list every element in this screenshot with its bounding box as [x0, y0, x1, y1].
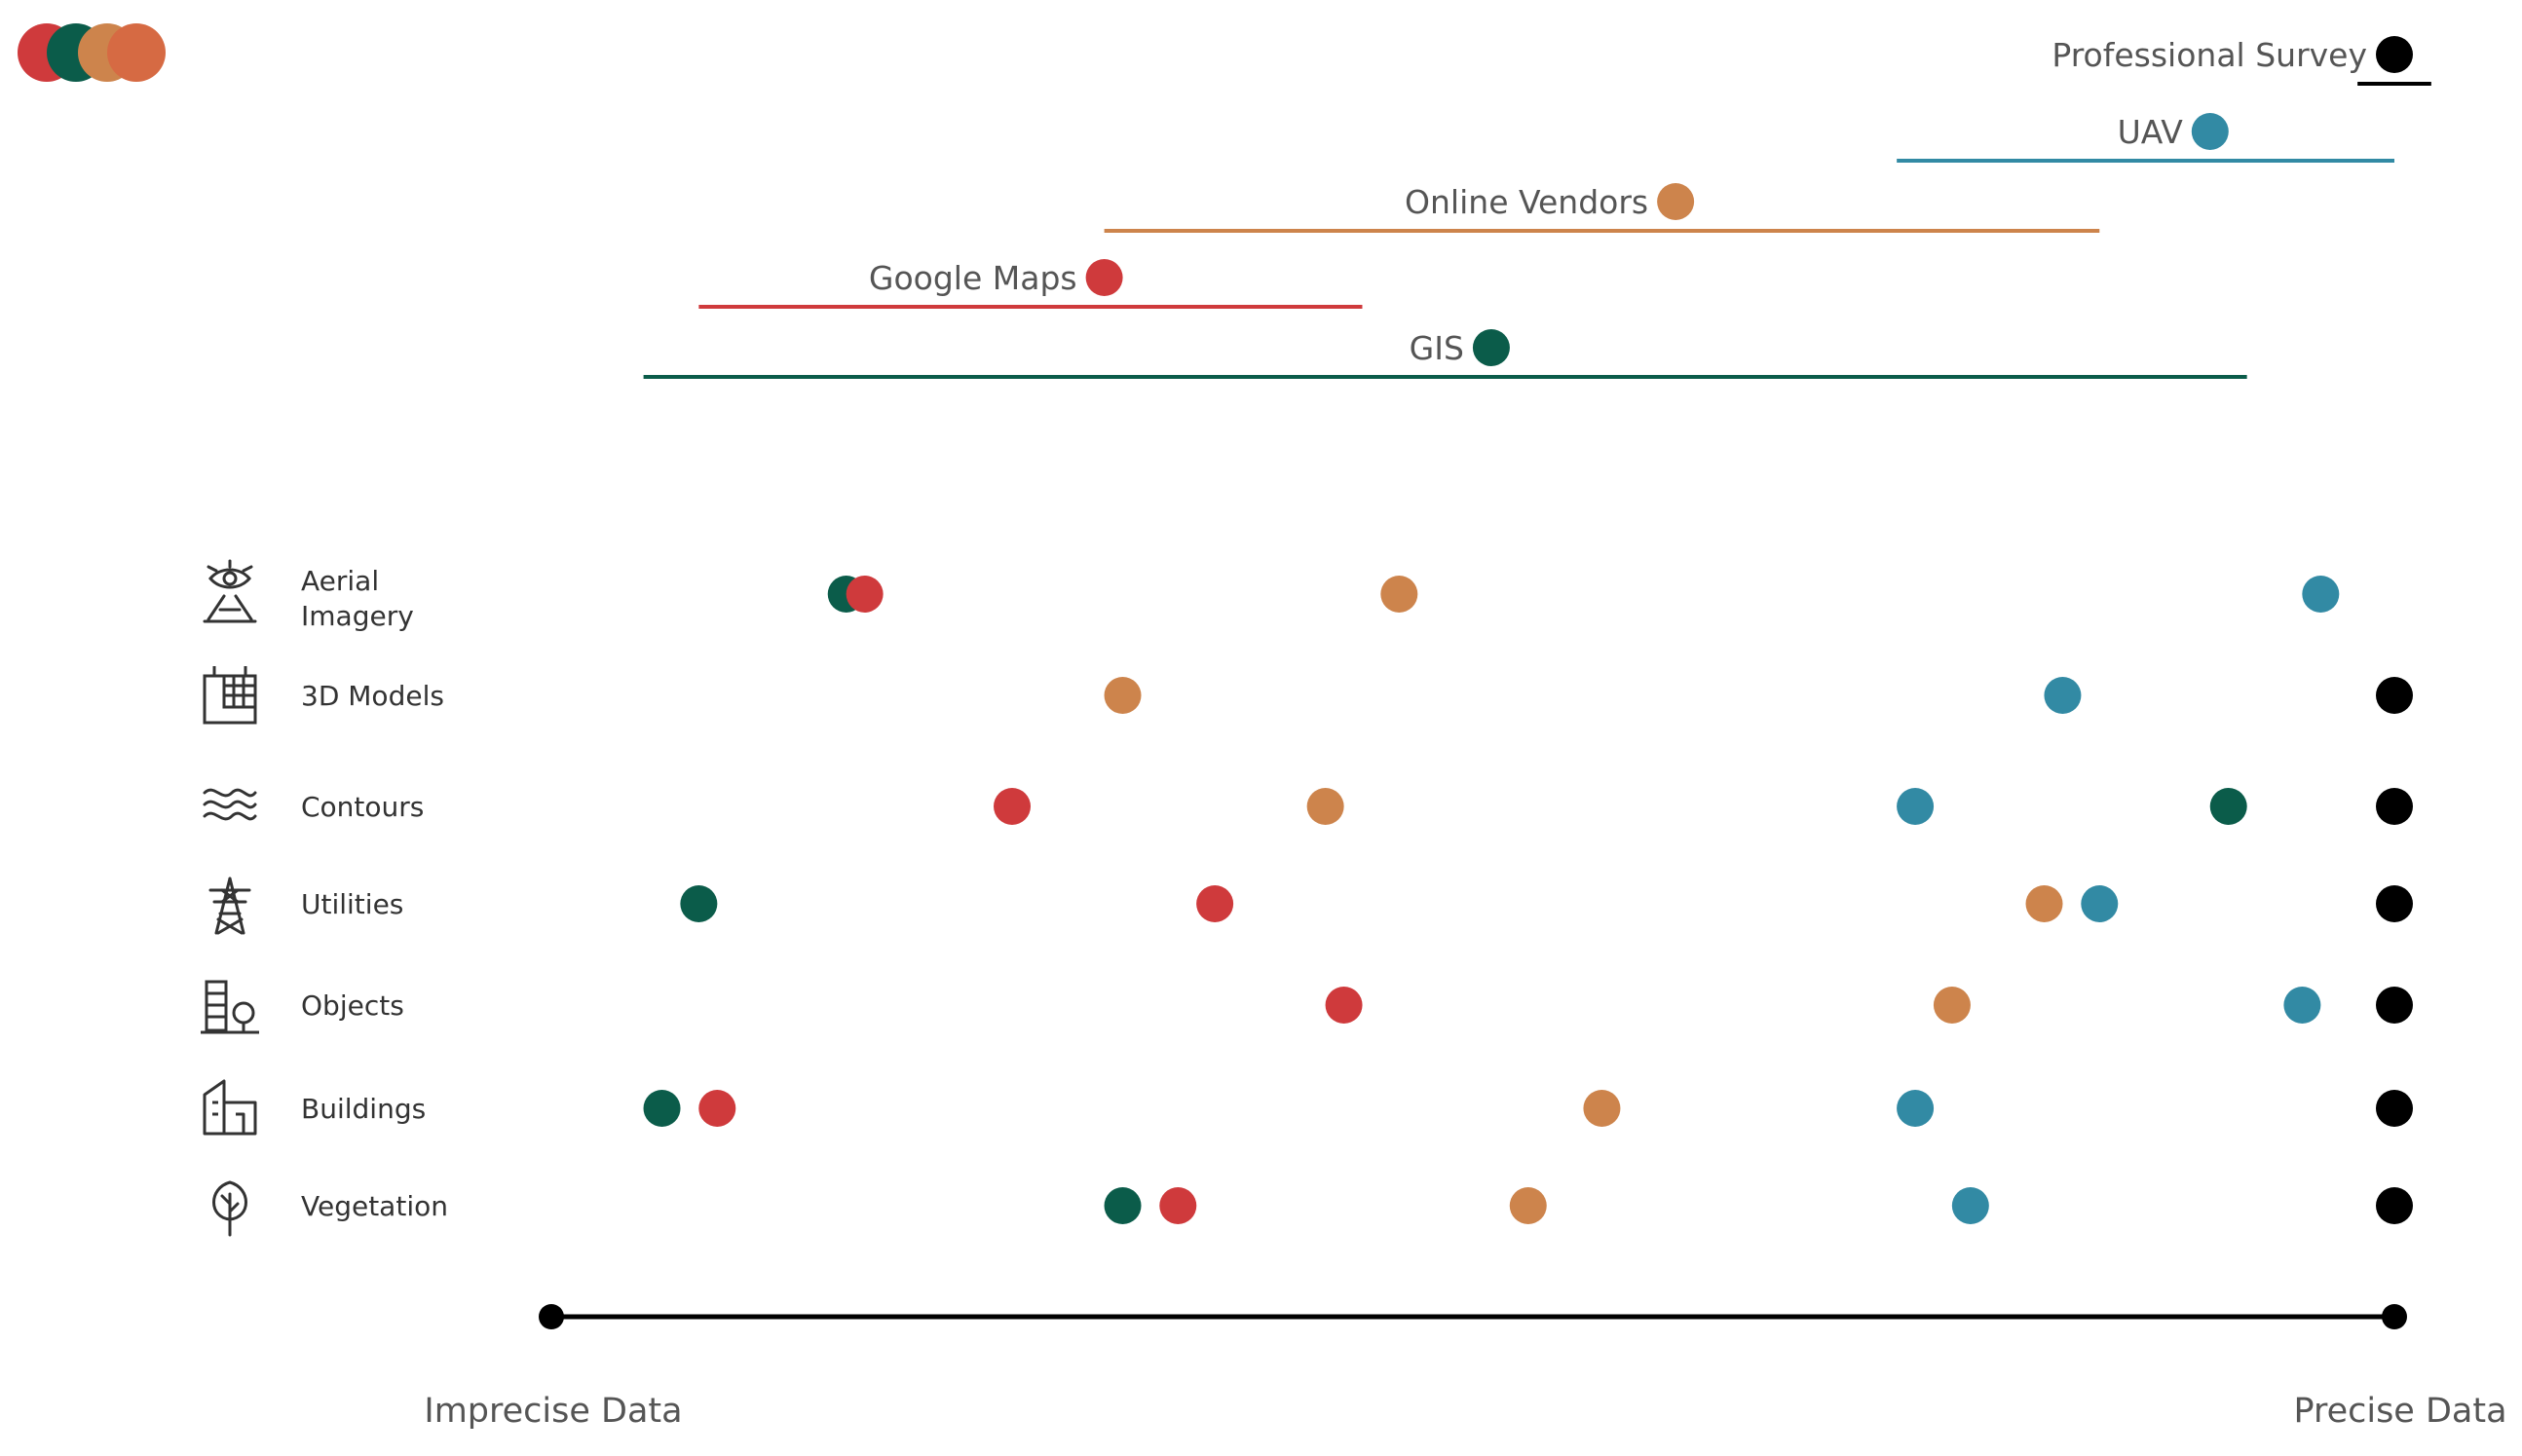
- category-icons: [201, 559, 259, 1237]
- category-label-objects: Objects: [301, 989, 404, 1022]
- point-vegetation-google: [1159, 1187, 1197, 1224]
- point-aerial-imagery-vendors: [1380, 576, 1418, 613]
- range-bars: GIS Google Maps Online Vendors UAV Professio…: [643, 36, 2431, 379]
- objects-icon: [201, 980, 259, 1034]
- point-buildings-google: [698, 1090, 736, 1127]
- point-objects-survey: [2376, 987, 2413, 1024]
- range-marker-google: [1085, 259, 1123, 296]
- category-label-aerial-imagery: Aerial Imagery: [301, 565, 414, 632]
- logo-circle-orange: [107, 23, 166, 82]
- point-contours-survey: [2376, 788, 2413, 825]
- point-buildings-survey: [2376, 1090, 2413, 1127]
- point-buildings-uav: [1897, 1090, 1935, 1127]
- range-marker-uav: [2191, 113, 2229, 150]
- point-objects-uav: [2283, 987, 2321, 1024]
- point-utilities-vendors: [2025, 885, 2063, 922]
- axis-max-label: Precise Data: [2293, 1392, 2506, 1431]
- precision-axis: [539, 1304, 2407, 1329]
- category-label-vegetation: Vegetation: [301, 1190, 448, 1222]
- point-3d-models-vendors: [1104, 677, 1142, 714]
- vegetation-icon: [212, 1180, 247, 1237]
- range-label-survey: Professional Survey: [2051, 36, 2367, 74]
- range-label-gis: GIS: [1410, 329, 1464, 367]
- point-3d-models-uav: [2044, 677, 2082, 714]
- 3d-models-icon: [203, 666, 257, 725]
- point-contours-google: [994, 788, 1031, 825]
- point-objects-vendors: [1933, 987, 1971, 1024]
- point-vegetation-survey: [2376, 1187, 2413, 1224]
- aerial-imagery-icon: [203, 559, 257, 623]
- range-marker-vendors: [1657, 183, 1695, 220]
- point-utilities-gis: [680, 885, 718, 922]
- point-aerial-imagery-uav: [2302, 576, 2340, 613]
- axis-end-point: [2382, 1304, 2407, 1329]
- point-utilities-google: [1196, 885, 1234, 922]
- axis-start-point: [539, 1304, 564, 1329]
- range-label-google: Google Maps: [869, 259, 1077, 297]
- point-utilities-survey: [2376, 885, 2413, 922]
- point-objects-google: [1325, 987, 1363, 1024]
- point-contours-uav: [1897, 788, 1935, 825]
- point-3d-models-survey: [2376, 677, 2413, 714]
- point-buildings-vendors: [1583, 1090, 1621, 1127]
- point-utilities-uav: [2081, 885, 2119, 922]
- contours-icon: [203, 788, 257, 821]
- range-marker-survey: [2376, 36, 2413, 73]
- category-labels: Aerial Imagery 3D Models Contours Utilities O…: [301, 565, 448, 1222]
- axis-min-label: Imprecise Data: [424, 1392, 682, 1431]
- point-contours-gis: [2209, 788, 2247, 825]
- point-vegetation-uav: [1951, 1187, 1989, 1224]
- range-label-uav: UAV: [2118, 113, 2184, 151]
- range-label-vendors: Online Vendors: [1405, 183, 1648, 221]
- category-label-contours: Contours: [301, 791, 424, 823]
- logo: [18, 23, 166, 82]
- buildings-icon: [203, 1079, 257, 1136]
- category-label-utilities: Utilities: [301, 888, 403, 920]
- utilities-icon: [208, 877, 251, 935]
- category-label-buildings: Buildings: [301, 1093, 426, 1125]
- point-buildings-gis: [643, 1090, 681, 1127]
- category-label-3d-models: 3D Models: [301, 680, 444, 712]
- point-vegetation-gis: [1104, 1187, 1142, 1224]
- point-vegetation-vendors: [1509, 1187, 1547, 1224]
- data-points: [643, 576, 2413, 1224]
- range-marker-gis: [1472, 329, 1510, 366]
- point-aerial-imagery-google: [846, 576, 884, 613]
- point-contours-vendors: [1306, 788, 1344, 825]
